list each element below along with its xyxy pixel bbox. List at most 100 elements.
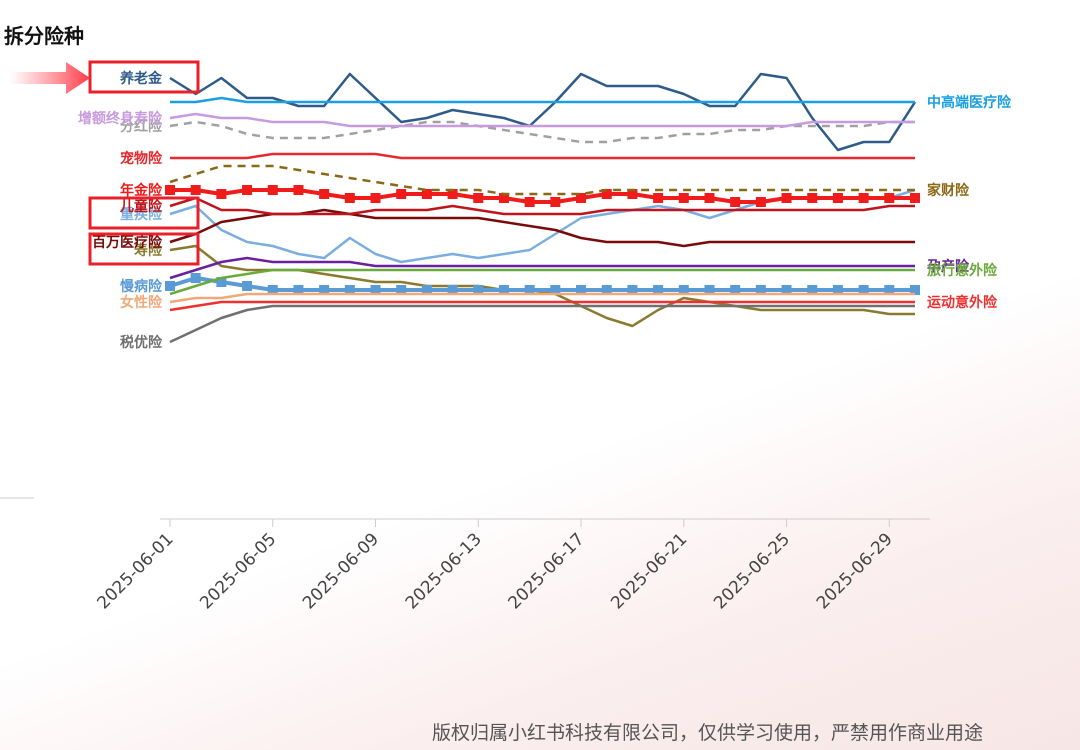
data-point — [473, 285, 484, 295]
series-line — [169, 300, 915, 312]
data-point — [550, 285, 561, 295]
data-point — [653, 193, 664, 203]
data-point — [190, 273, 201, 283]
data-point — [807, 193, 818, 203]
data-point — [910, 193, 920, 203]
data-point — [370, 193, 381, 203]
series-label: 百万医疗险 — [92, 234, 163, 251]
data-point — [807, 285, 818, 295]
data-point — [421, 189, 432, 199]
series-label: 旅行意外险 — [927, 262, 998, 279]
data-point — [781, 193, 792, 203]
data-point — [627, 189, 638, 199]
data-point — [627, 285, 638, 295]
data-point — [344, 193, 355, 203]
data-point — [678, 193, 689, 203]
data-point — [730, 285, 741, 295]
series-line — [169, 256, 915, 280]
series-line — [169, 268, 915, 296]
data-point — [165, 185, 175, 195]
data-point — [216, 189, 227, 199]
series-line — [169, 292, 915, 304]
series-label: 重疾险 — [120, 206, 163, 223]
series-line — [170, 96, 915, 104]
x-tick-label: 2025-06-05 — [196, 529, 280, 613]
series-line — [170, 188, 915, 204]
data-point — [884, 193, 895, 203]
series-label: 儿童险 — [119, 198, 163, 215]
data-point — [216, 277, 227, 287]
highlight-box — [88, 232, 200, 266]
copyright-footer: 版权归属小红书科技有限公司，仅供学习使用，严禁用作商业用途 — [432, 722, 984, 744]
data-point — [344, 285, 355, 295]
data-point — [601, 285, 612, 295]
data-point — [319, 285, 330, 295]
data-point — [190, 185, 201, 195]
arrow-icon — [10, 62, 90, 94]
data-point — [832, 193, 843, 203]
series-line — [169, 276, 915, 292]
series-label: 运动意外险 — [927, 294, 998, 311]
x-tick-label: 2025-06-17 — [505, 529, 589, 613]
data-point — [858, 285, 869, 295]
data-point — [396, 285, 407, 295]
series-line — [169, 244, 915, 328]
data-point — [447, 189, 458, 199]
series-line — [170, 152, 915, 160]
series-label: 女性险 — [120, 294, 163, 311]
series-label: 宠物险 — [120, 150, 163, 167]
data-point — [576, 285, 587, 295]
x-tick-label: 2025-06-01 — [94, 529, 178, 613]
data-point — [576, 193, 587, 203]
data-point — [755, 285, 766, 295]
series-label: 税优险 — [120, 334, 163, 351]
data-point — [267, 185, 278, 195]
data-point — [319, 189, 330, 199]
data-point — [267, 285, 278, 295]
data-point — [550, 197, 561, 207]
data-point — [370, 285, 381, 295]
data-point — [730, 197, 741, 207]
highlight-box — [88, 196, 200, 230]
data-point — [165, 281, 175, 291]
data-point — [293, 285, 304, 295]
series-line — [169, 120, 915, 144]
data-point — [653, 285, 664, 295]
x-tick-label: 2025-06-25 — [710, 529, 794, 613]
series-label: 家财险 — [927, 182, 970, 199]
series-line — [169, 196, 915, 216]
data-point — [832, 285, 843, 295]
series-label: 寿险 — [134, 242, 163, 259]
data-point — [293, 185, 304, 195]
data-point — [396, 189, 407, 199]
data-point — [524, 197, 535, 207]
data-point — [473, 193, 484, 203]
data-point — [755, 197, 766, 207]
series-label: 年金险 — [120, 182, 163, 199]
data-point — [498, 285, 509, 295]
data-point — [421, 285, 432, 295]
x-tick-label: 2025-06-21 — [607, 529, 691, 613]
series-line — [169, 304, 915, 344]
data-point — [601, 189, 612, 199]
x-tick-label: 2025-06-13 — [402, 529, 486, 613]
series-label: 增额终身寿险 — [78, 110, 163, 127]
data-point — [910, 285, 920, 295]
series-label: 中高端医疗险 — [927, 94, 1012, 111]
data-point — [242, 281, 253, 291]
series-line — [169, 164, 915, 196]
data-point — [781, 285, 792, 295]
series-label: 分红险 — [120, 118, 163, 135]
data-point — [524, 285, 535, 295]
data-point — [498, 193, 509, 203]
data-point — [704, 285, 715, 295]
series-label: 慢病险 — [120, 278, 163, 295]
data-point — [242, 185, 253, 195]
data-point — [678, 285, 689, 295]
series-line — [169, 112, 915, 128]
data-point — [858, 193, 869, 203]
x-tick-label: 2025-06-29 — [813, 529, 897, 613]
series-label: 养老金 — [119, 70, 163, 87]
series-line — [169, 72, 917, 152]
